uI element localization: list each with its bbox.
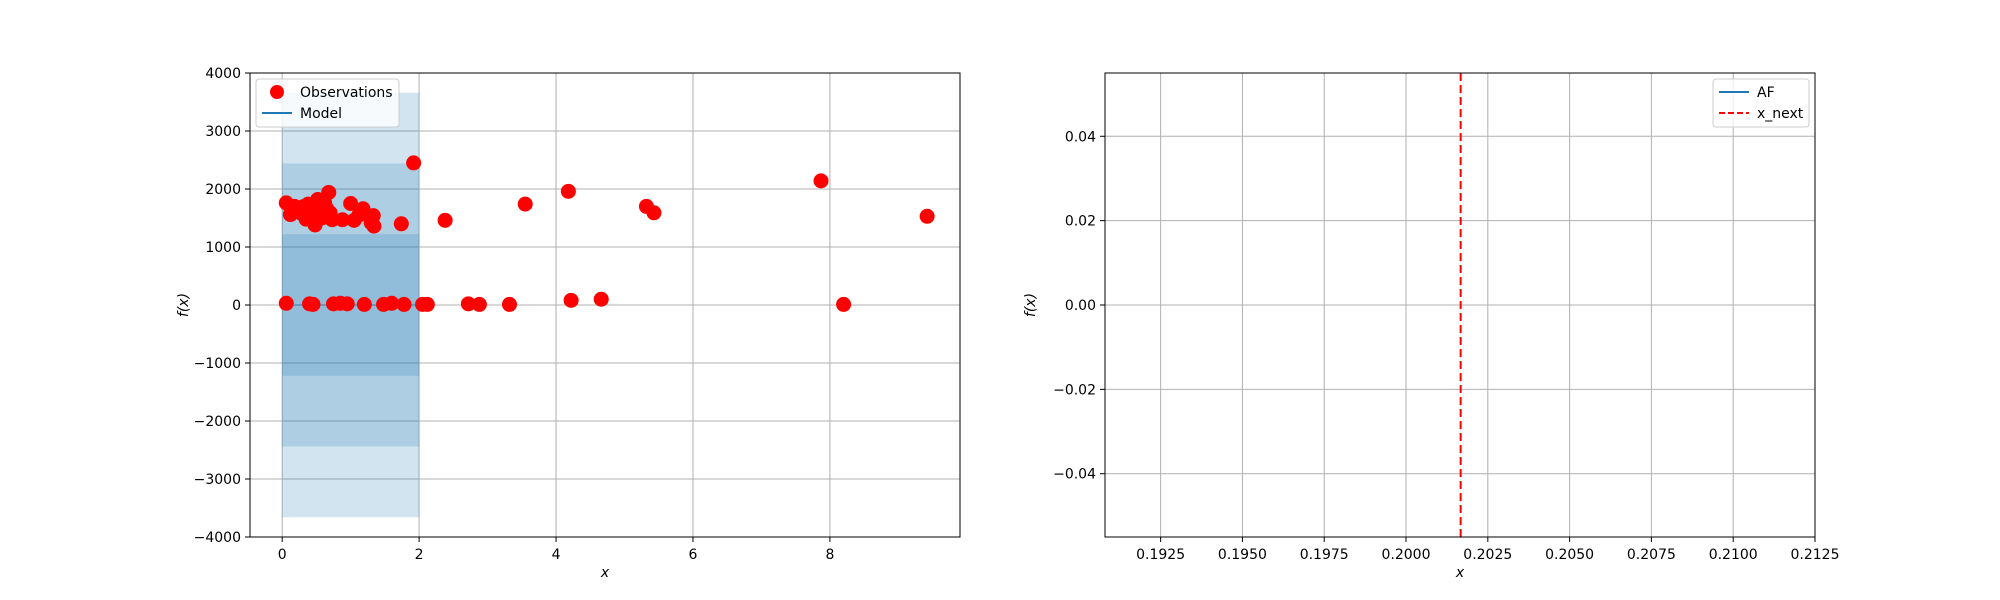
observation-point <box>366 218 382 234</box>
observation-point <box>471 296 487 312</box>
ax2-legend: AF x_next <box>1712 78 1810 128</box>
ax2-ticks: 0.1925 0.1950 0.1975 0.2000 0.2025 0.2050 0.20… <box>1053 129 1839 563</box>
ax1-y-tick-label: −3000 <box>194 472 241 488</box>
ax2-x-tick-label: 0.2050 <box>1545 547 1594 563</box>
observation-point <box>919 208 935 224</box>
ax2-y-axis-label: f(x) <box>1023 293 1039 317</box>
observation-point <box>343 196 359 211</box>
ax2-x-tick-label: 0.2025 <box>1463 547 1512 563</box>
observation-point <box>334 212 350 228</box>
ax2-x-axis-label: x <box>1455 565 1465 581</box>
ax2-x-tick-label: 0.2075 <box>1627 547 1676 563</box>
ax1-x-tick-label: 2 <box>415 547 424 563</box>
observation-point <box>321 184 337 200</box>
observation-point <box>813 173 829 189</box>
ax1-y-tick-label: −1000 <box>194 356 241 372</box>
ax2-x-tick-label: 0.2000 <box>1382 547 1431 563</box>
ax1-x-tick-label: 0 <box>278 547 287 563</box>
ax2-x-tick-label: 0.1950 <box>1218 547 1267 563</box>
ax1-x-axis-label: x <box>600 565 610 581</box>
observation-point <box>460 296 476 312</box>
ax1-x-tick-label: 8 <box>825 547 834 563</box>
observation-point <box>356 296 372 312</box>
observation-point <box>396 296 412 312</box>
observation-point <box>517 196 533 212</box>
observation-point <box>646 205 662 221</box>
ax1-y-axis-label: f(x) <box>176 293 192 317</box>
observation-point <box>593 291 609 307</box>
observation-point <box>384 295 400 311</box>
acquisition-function-plot: 0.1925 0.1950 0.1975 0.2000 0.2025 0.2050 0.20… <box>1023 72 1840 581</box>
ax2-x-tick-label: 0.2125 <box>1791 547 1840 563</box>
observation-point <box>501 296 517 312</box>
ax2-y-tick-label: 0.02 <box>1065 214 1096 230</box>
ax1-observation-points <box>278 155 935 312</box>
ax2-x-tick-label: 0.2100 <box>1709 547 1758 563</box>
observation-point <box>437 212 453 228</box>
ax1-y-tick-label: 0 <box>232 298 241 314</box>
ax2-x-tick-label: 0.1925 <box>1136 547 1185 563</box>
observations-model-plot: 0 2 4 6 8 −4000 −3000 −2000 −1000 0 1000 2000 3000 40… <box>176 66 961 581</box>
observation-point <box>305 296 321 312</box>
ax1-ticks: 0 2 4 6 8 −4000 −3000 −2000 −1000 0 1000 2000 3000 40… <box>194 66 835 563</box>
observation-point <box>836 296 852 312</box>
ax2-y-tick-label: −0.04 <box>1053 467 1096 483</box>
ax1-y-tick-label: 2000 <box>205 182 241 198</box>
observation-point <box>419 296 435 312</box>
observation-point <box>393 216 409 232</box>
ax1-y-tick-label: −2000 <box>194 414 241 430</box>
observation-point <box>324 212 340 228</box>
ax1-y-tick-label: 1000 <box>205 240 241 256</box>
observation-point <box>563 292 579 308</box>
ax2-y-tick-label: −0.02 <box>1053 382 1096 398</box>
ax1-x-tick-label: 4 <box>552 547 561 563</box>
legend-observations-label: Observations <box>300 85 393 101</box>
ax2-y-tick-label: 0.04 <box>1065 129 1096 145</box>
observation-point <box>278 295 294 311</box>
ax1-y-tick-label: 3000 <box>205 124 241 140</box>
ax1-y-tick-label: 4000 <box>205 66 241 82</box>
ax1-legend-box <box>255 78 400 128</box>
ax1-x-tick-label: 6 <box>689 547 698 563</box>
ax2-y-tick-label: 0.00 <box>1065 298 1096 314</box>
legend-model-label: Model <box>300 106 342 122</box>
ax2-x-tick-label: 0.1975 <box>1300 547 1349 563</box>
ax1-y-tick-label: −4000 <box>194 530 241 546</box>
observation-point <box>560 183 576 199</box>
legend-af-label: AF <box>1757 85 1775 101</box>
legend-observations-marker <box>270 85 284 99</box>
observation-point <box>339 296 355 312</box>
observation-point <box>406 155 422 171</box>
ax1-legend: Observations Model <box>255 78 400 128</box>
legend-x-next-label: x_next <box>1757 106 1804 122</box>
